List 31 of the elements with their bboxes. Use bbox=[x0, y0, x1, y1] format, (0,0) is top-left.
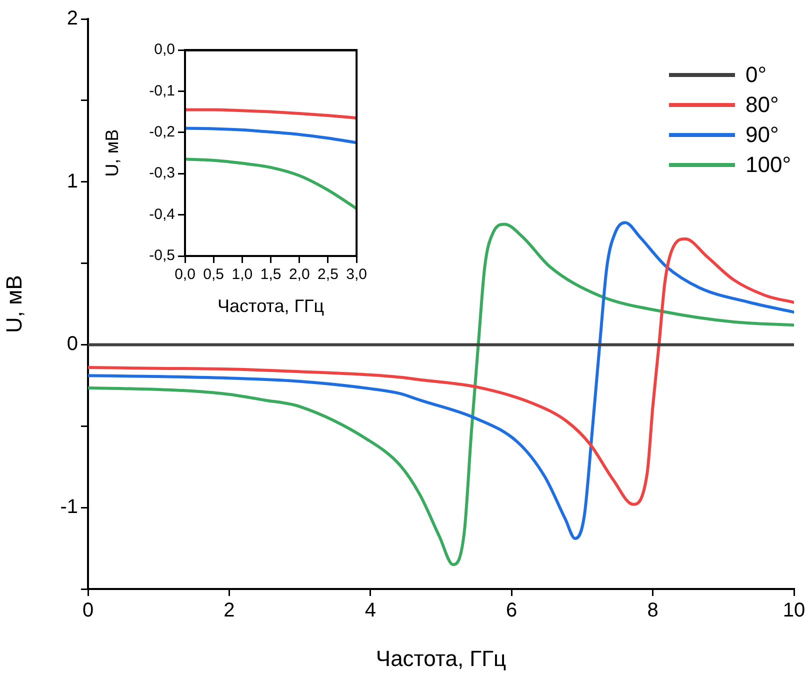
y-tick-label: -0,3 bbox=[149, 164, 175, 182]
y-axis-title: U, мВ bbox=[1, 275, 26, 333]
y-tick-label: -0,4 bbox=[149, 206, 175, 223]
y-tick-label: -0,5 bbox=[149, 247, 175, 264]
x-tick-label: 10 bbox=[782, 600, 806, 622]
x-tick-label: 0,5 bbox=[203, 266, 224, 284]
x-axis-title: Частота, ГГц bbox=[376, 646, 506, 671]
y-tick-label: 0,0 bbox=[154, 41, 175, 58]
y-tick-label: 0 bbox=[66, 333, 78, 356]
y-tick-label: 1 bbox=[66, 170, 78, 192]
x-tick-label: 8 bbox=[647, 600, 658, 622]
x-tick-label: 0,0 bbox=[174, 266, 196, 284]
legend-label: 100° bbox=[745, 152, 791, 178]
x-tick-label: 2 bbox=[224, 600, 235, 622]
x-tick-label: 6 bbox=[506, 600, 518, 622]
x-tick-label: 0 bbox=[82, 600, 94, 622]
y-tick-label: -1 bbox=[60, 496, 78, 518]
x-tick-label: 1,5 bbox=[260, 266, 282, 284]
y-tick-label: 2 bbox=[66, 8, 78, 30]
y-axis-title: U, мВ bbox=[102, 129, 122, 177]
x-tick-label: 4 bbox=[364, 600, 376, 622]
legend-label: 0° bbox=[745, 62, 767, 88]
x-tick-label: 2,5 bbox=[318, 266, 338, 284]
x-tick-label: 1,0 bbox=[232, 266, 253, 284]
legend-label: 80° bbox=[745, 92, 779, 118]
x-tick-label: 3,0 bbox=[346, 266, 368, 284]
x-tick-label: 2,0 bbox=[288, 266, 310, 284]
y-tick-label: -0,1 bbox=[149, 82, 175, 100]
y-tick-label: -0,2 bbox=[149, 124, 175, 141]
legend-label: 90° bbox=[745, 122, 779, 148]
x-axis-title: Частота, ГГц bbox=[218, 296, 324, 316]
